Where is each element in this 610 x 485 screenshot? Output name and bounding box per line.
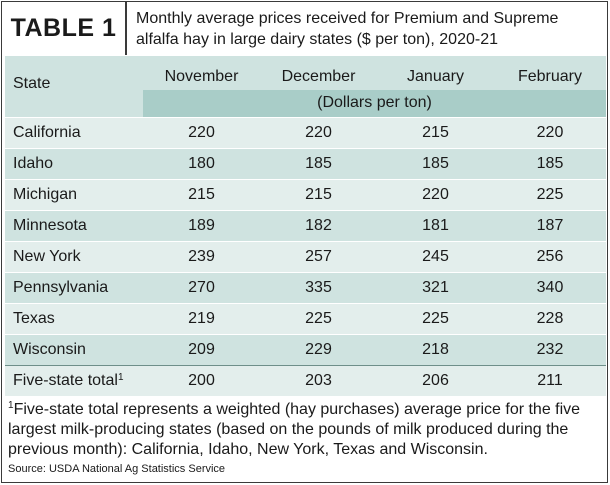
state-cell: Minnesota [5,209,143,241]
column-header-february: February [494,56,606,90]
state-cell: Michigan [5,178,143,210]
column-header-january: January [377,56,494,90]
price-cell: 321 [377,271,494,303]
unit-label: (Dollars per ton) [143,90,606,117]
price-cell: 219 [143,302,260,334]
table-row: Idaho 180 185 185 185 [5,147,606,179]
price-cell: 215 [143,178,260,210]
price-cell: 218 [377,333,494,365]
price-cell: 185 [377,147,494,179]
total-label-cell: Five-state total1 [5,364,143,396]
price-cell: 245 [377,240,494,272]
price-cell: 239 [143,240,260,272]
price-cell: 228 [494,302,606,334]
total-cell: 200 [143,364,260,396]
price-cell: 256 [494,240,606,272]
state-cell: Idaho [5,147,143,179]
price-cell: 232 [494,333,606,365]
price-cell: 220 [494,116,606,148]
state-column-header: State [5,56,143,117]
state-cell: Pennsylvania [5,271,143,303]
price-cell: 335 [260,271,377,303]
price-cell: 225 [377,302,494,334]
price-cell: 270 [143,271,260,303]
total-cell: 203 [260,364,377,396]
price-cell: 187 [494,209,606,241]
price-cell: 181 [377,209,494,241]
price-cell: 220 [260,116,377,148]
total-label: Five-state total [13,371,118,389]
price-cell: 209 [143,333,260,365]
footnote: 1Five-state total represents a weighted … [8,400,606,460]
state-cell: New York [5,240,143,272]
price-cell: 220 [377,178,494,210]
price-cell: 182 [260,209,377,241]
column-header-november: November [143,56,260,90]
price-cell: 189 [143,209,260,241]
source-note: Source: USDA National Ag Statistics Serv… [8,463,226,475]
price-table: State November December January February… [5,56,606,396]
unit-header-row: (Dollars per ton) [5,90,606,117]
total-cell: 206 [377,364,494,396]
column-header-december: December [260,56,377,90]
price-cell: 229 [260,333,377,365]
price-cell: 185 [260,147,377,179]
price-cell: 180 [143,147,260,179]
table-row: Texas 219 225 225 228 [5,302,606,334]
footnote-text: Five-state total represents a weighted (… [8,401,581,458]
footnote-marker: 1 [117,371,124,383]
price-cell: 257 [260,240,377,272]
table-row: Wisconsin 209 229 218 232 [5,333,606,365]
table-body: California 220 220 215 220 Idaho 180 185… [5,116,606,396]
price-cell: 225 [260,302,377,334]
table-header: TABLE 1 Monthly average prices received … [2,2,607,55]
table-row: Minnesota 189 182 181 187 [5,209,606,241]
table-row: Michigan 215 215 220 225 [5,178,606,210]
price-cell: 220 [143,116,260,148]
price-cell: 225 [494,178,606,210]
state-cell: Texas [5,302,143,334]
price-cell: 215 [377,116,494,148]
table-row: Pennsylvania 270 335 321 340 [5,271,606,303]
state-cell: Wisconsin [5,333,143,365]
total-row: Five-state total1 200 203 206 211 [5,364,606,396]
price-cell: 185 [494,147,606,179]
state-cell: California [5,116,143,148]
column-header-row: State November December January February [5,56,606,117]
footnote-number: 1 [8,400,14,411]
total-cell: 211 [494,364,606,396]
table-row: California 220 220 215 220 [5,116,606,148]
table-row: New York 239 257 245 256 [5,240,606,272]
price-cell: 215 [260,178,377,210]
price-cell: 340 [494,271,606,303]
table-title: Monthly average prices received for Prem… [136,10,559,48]
table-number-label: TABLE 1 [2,2,127,55]
